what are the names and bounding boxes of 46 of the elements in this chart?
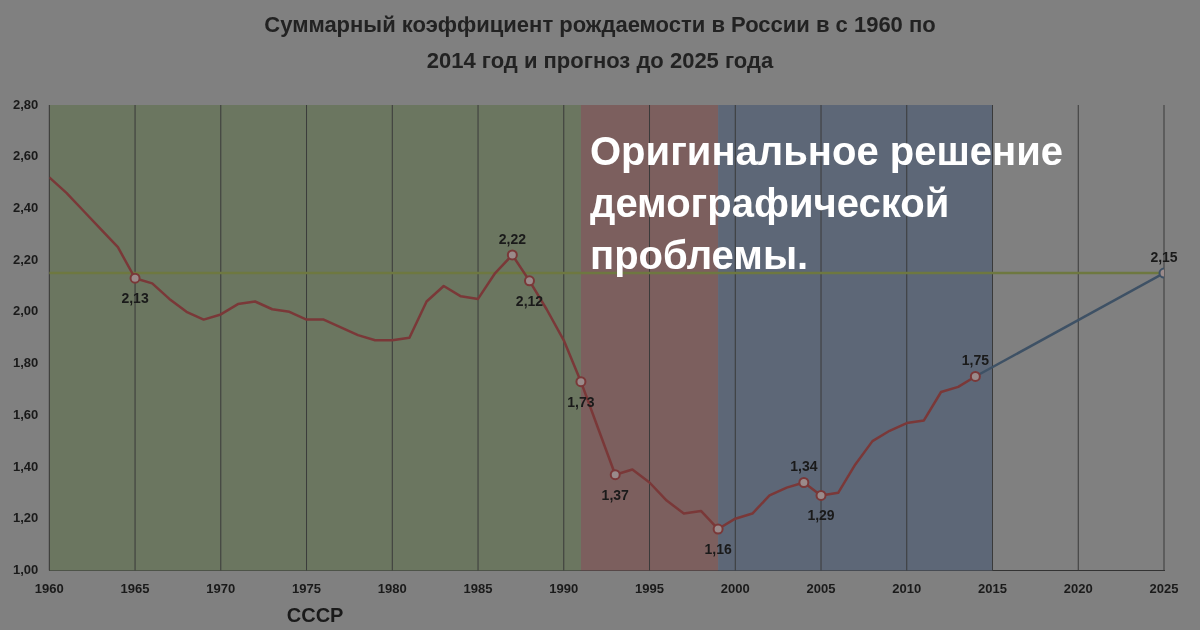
point	[523, 275, 535, 287]
point	[712, 523, 724, 535]
data-label: 1,75	[961, 352, 990, 369]
x-tick-label: 2005	[806, 580, 836, 596]
x-tick-label: 2015	[978, 580, 1007, 596]
x-tick-label: 1980	[377, 580, 407, 596]
data-label: 1,73	[567, 393, 595, 410]
y-tick-label: 1,00	[12, 561, 39, 577]
y-tick-label: 2,00	[12, 303, 39, 319]
y-tick-label: 1,40	[12, 458, 39, 474]
x-tick-label: 1965	[120, 580, 150, 596]
data-label: 1,34	[790, 458, 818, 475]
y-tick-label: 2,20	[12, 251, 39, 267]
x-tick-label: 2020	[1063, 580, 1093, 596]
x-tick-label: 1975	[292, 580, 321, 596]
point	[129, 272, 141, 284]
point	[609, 469, 621, 481]
data-label: 2,22	[498, 230, 527, 247]
point	[575, 376, 587, 388]
data-label: 1,37	[601, 486, 630, 503]
y-tick-label: 1,20	[12, 510, 39, 526]
x-tick-label: 1985	[463, 580, 493, 596]
x-tick-label: 1990	[549, 580, 579, 596]
point	[815, 489, 827, 501]
point	[506, 249, 518, 261]
x-tick-label: 1970	[206, 580, 236, 596]
data-label: 2,15	[1150, 248, 1178, 265]
data-label: 1,16	[704, 540, 732, 557]
point	[969, 370, 981, 382]
y-tick-label: 2,80	[12, 96, 39, 112]
x-tick-label: 1995	[635, 580, 664, 596]
x-tick-label: 2010	[892, 580, 922, 596]
data-label: 2,13	[121, 290, 149, 307]
band-label: СССР	[286, 603, 344, 626]
y-tick-label: 2,60	[12, 148, 39, 164]
y-tick-label: 1,80	[12, 355, 39, 371]
text: Оригинальное решение демографической проблемы.	[590, 129, 1064, 277]
y-tick-label: 2,40	[12, 200, 39, 215]
chart-title: Суммарный коэффициент рождаемости в России в с 1960 по 2014 год и прогноз до 2025 года	[264, 12, 936, 74]
y-tick-label: 1,60	[12, 406, 39, 422]
data-label: 2,12	[515, 292, 544, 309]
x-tick-label: 2025	[1149, 580, 1179, 596]
x-tick-label: 1960	[34, 580, 64, 596]
data-label: 1,29	[807, 507, 835, 524]
x-tick-label: 2000	[720, 580, 750, 596]
point	[798, 476, 810, 488]
